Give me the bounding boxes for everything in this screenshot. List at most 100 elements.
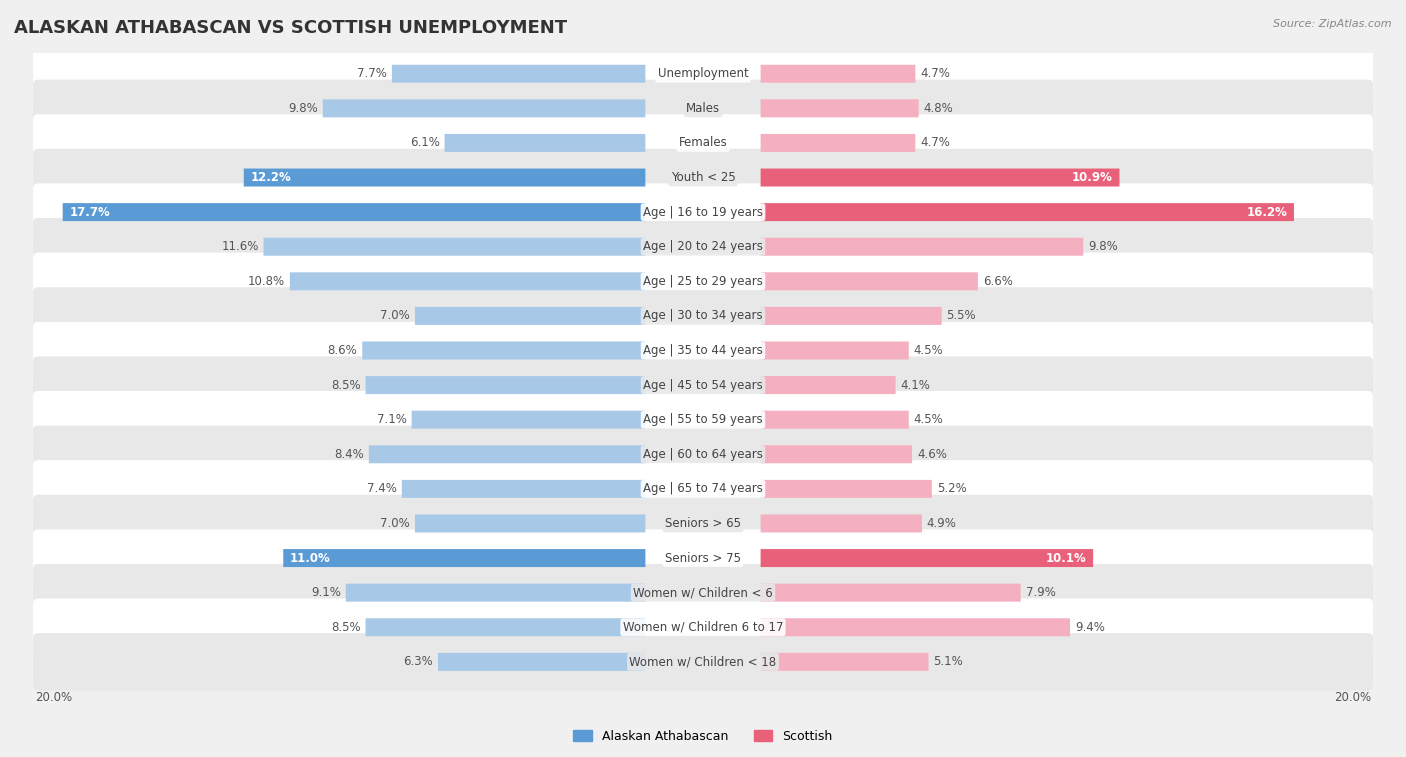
FancyBboxPatch shape [34, 460, 1372, 518]
FancyBboxPatch shape [34, 218, 1372, 276]
Text: Age | 25 to 29 years: Age | 25 to 29 years [643, 275, 763, 288]
FancyBboxPatch shape [761, 376, 896, 394]
FancyBboxPatch shape [263, 238, 645, 256]
FancyBboxPatch shape [402, 480, 645, 498]
Text: 8.4%: 8.4% [335, 448, 364, 461]
FancyBboxPatch shape [761, 653, 928, 671]
Text: 7.0%: 7.0% [380, 517, 411, 530]
FancyBboxPatch shape [323, 99, 645, 117]
Text: 7.4%: 7.4% [367, 482, 396, 495]
FancyBboxPatch shape [366, 376, 645, 394]
FancyBboxPatch shape [290, 273, 645, 290]
FancyBboxPatch shape [761, 618, 1070, 636]
FancyBboxPatch shape [283, 549, 645, 567]
Text: Females: Females [679, 136, 727, 149]
FancyBboxPatch shape [243, 169, 645, 186]
Text: 9.1%: 9.1% [311, 586, 340, 599]
FancyBboxPatch shape [761, 134, 915, 152]
Text: ALASKAN ATHABASCAN VS SCOTTISH UNEMPLOYMENT: ALASKAN ATHABASCAN VS SCOTTISH UNEMPLOYM… [14, 19, 567, 37]
Text: 16.2%: 16.2% [1247, 206, 1288, 219]
FancyBboxPatch shape [761, 584, 1021, 602]
Text: 8.5%: 8.5% [330, 621, 360, 634]
FancyBboxPatch shape [34, 529, 1372, 587]
Text: 11.0%: 11.0% [290, 552, 330, 565]
FancyBboxPatch shape [34, 322, 1372, 379]
FancyBboxPatch shape [34, 287, 1372, 344]
FancyBboxPatch shape [34, 357, 1372, 414]
Text: Seniors > 75: Seniors > 75 [665, 552, 741, 565]
Text: 8.6%: 8.6% [328, 344, 357, 357]
Text: Source: ZipAtlas.com: Source: ZipAtlas.com [1274, 19, 1392, 29]
Text: 7.1%: 7.1% [377, 413, 406, 426]
FancyBboxPatch shape [63, 203, 645, 221]
Text: Age | 45 to 54 years: Age | 45 to 54 years [643, 378, 763, 391]
FancyBboxPatch shape [761, 307, 942, 325]
FancyBboxPatch shape [34, 149, 1372, 206]
FancyBboxPatch shape [392, 65, 645, 83]
FancyBboxPatch shape [34, 114, 1372, 172]
Text: 4.1%: 4.1% [900, 378, 931, 391]
FancyBboxPatch shape [412, 411, 645, 428]
Text: 10.1%: 10.1% [1046, 552, 1087, 565]
FancyBboxPatch shape [34, 564, 1372, 621]
FancyBboxPatch shape [761, 549, 1092, 567]
Text: Age | 35 to 44 years: Age | 35 to 44 years [643, 344, 763, 357]
FancyBboxPatch shape [34, 183, 1372, 241]
Text: 7.9%: 7.9% [1025, 586, 1056, 599]
FancyBboxPatch shape [34, 495, 1372, 552]
Text: 17.7%: 17.7% [69, 206, 110, 219]
FancyBboxPatch shape [761, 515, 922, 532]
Text: Seniors > 65: Seniors > 65 [665, 517, 741, 530]
Text: 5.2%: 5.2% [936, 482, 966, 495]
Text: 9.8%: 9.8% [288, 102, 318, 115]
Text: Age | 55 to 59 years: Age | 55 to 59 years [643, 413, 763, 426]
FancyBboxPatch shape [34, 425, 1372, 483]
FancyBboxPatch shape [761, 341, 908, 360]
Text: Age | 65 to 74 years: Age | 65 to 74 years [643, 482, 763, 495]
Text: 10.9%: 10.9% [1071, 171, 1114, 184]
Text: 6.3%: 6.3% [404, 656, 433, 668]
FancyBboxPatch shape [346, 584, 645, 602]
Text: 9.8%: 9.8% [1088, 240, 1118, 254]
Text: 4.6%: 4.6% [917, 448, 946, 461]
FancyBboxPatch shape [368, 445, 645, 463]
FancyBboxPatch shape [34, 79, 1372, 137]
Text: 5.5%: 5.5% [946, 310, 976, 322]
FancyBboxPatch shape [761, 65, 915, 83]
FancyBboxPatch shape [415, 307, 645, 325]
FancyBboxPatch shape [34, 253, 1372, 310]
FancyBboxPatch shape [34, 599, 1372, 656]
Text: 10.8%: 10.8% [247, 275, 285, 288]
Legend: Alaskan Athabascan, Scottish: Alaskan Athabascan, Scottish [568, 725, 838, 748]
FancyBboxPatch shape [761, 238, 1083, 256]
FancyBboxPatch shape [415, 515, 645, 532]
Text: 6.1%: 6.1% [409, 136, 440, 149]
Text: Age | 20 to 24 years: Age | 20 to 24 years [643, 240, 763, 254]
Text: 9.4%: 9.4% [1076, 621, 1105, 634]
Text: 4.5%: 4.5% [914, 344, 943, 357]
Text: 4.7%: 4.7% [921, 136, 950, 149]
FancyBboxPatch shape [363, 341, 645, 360]
Text: Age | 60 to 64 years: Age | 60 to 64 years [643, 448, 763, 461]
FancyBboxPatch shape [761, 169, 1119, 186]
FancyBboxPatch shape [761, 480, 932, 498]
Text: Women w/ Children 6 to 17: Women w/ Children 6 to 17 [623, 621, 783, 634]
Text: Age | 30 to 34 years: Age | 30 to 34 years [643, 310, 763, 322]
FancyBboxPatch shape [366, 618, 645, 636]
Text: Unemployment: Unemployment [658, 67, 748, 80]
Text: 6.6%: 6.6% [983, 275, 1012, 288]
Text: 4.5%: 4.5% [914, 413, 943, 426]
Text: 20.0%: 20.0% [1334, 691, 1371, 704]
FancyBboxPatch shape [439, 653, 645, 671]
Text: 7.7%: 7.7% [357, 67, 387, 80]
Text: 4.9%: 4.9% [927, 517, 956, 530]
FancyBboxPatch shape [761, 445, 912, 463]
Text: Males: Males [686, 102, 720, 115]
FancyBboxPatch shape [34, 45, 1372, 102]
FancyBboxPatch shape [34, 633, 1372, 690]
Text: 4.7%: 4.7% [921, 67, 950, 80]
FancyBboxPatch shape [761, 99, 918, 117]
Text: Women w/ Children < 18: Women w/ Children < 18 [630, 656, 776, 668]
FancyBboxPatch shape [34, 391, 1372, 448]
Text: Youth < 25: Youth < 25 [671, 171, 735, 184]
